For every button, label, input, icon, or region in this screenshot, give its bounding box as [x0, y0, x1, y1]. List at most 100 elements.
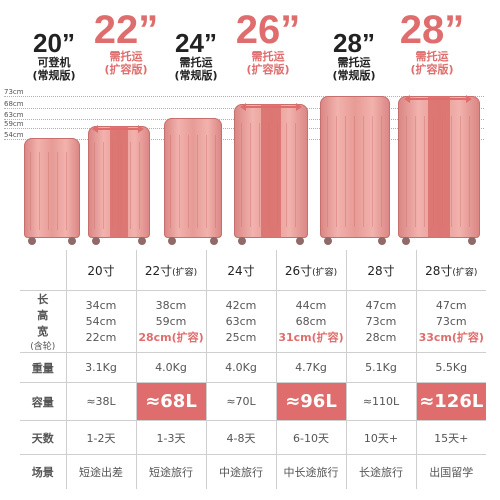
header-tag: (扩容)	[312, 267, 338, 278]
dims-cell: 42cm 63cm 25cm	[205, 290, 276, 353]
dim-height: 73cm	[365, 314, 397, 328]
dims-cell: 38cm 59cm 28cm(扩容)	[135, 290, 206, 353]
size-edition: (常规版)	[332, 69, 376, 82]
dim-height: 59cm	[155, 314, 187, 328]
ruler-label: 59cm	[4, 120, 24, 128]
header-cell: 24寸	[205, 250, 276, 291]
capacity-cell: ≈70L	[205, 382, 276, 421]
wheel-icon	[468, 237, 476, 245]
capacity-cell: ≈38L	[65, 382, 136, 421]
size-number: 24”	[175, 28, 217, 58]
size-note: 需托运	[179, 56, 213, 69]
table-row-dimensions: 长 高 宽 (含轮) 34cm 54cm 22cm 38cm 59cm 28cm(扩容)…	[20, 290, 486, 353]
size-number: 20”	[33, 28, 75, 58]
dim-label-width: 宽	[37, 325, 49, 338]
dim-height: 68cm	[295, 314, 327, 328]
wheel-icon	[138, 237, 146, 245]
ruler-line-73: 73cm	[4, 88, 484, 97]
scene-cell: 中长途旅行	[275, 454, 346, 489]
dim-length: 42cm	[225, 298, 257, 312]
header-label: 28寸	[367, 263, 395, 278]
table-row-scene: 场景 短途出差 短途旅行 中途旅行 中长途旅行 长途旅行 出国留学	[20, 454, 486, 489]
header-label: 20寸	[87, 263, 115, 278]
dim-height: 63cm	[225, 314, 257, 328]
header-cell: 20寸	[65, 250, 136, 291]
expand-arrow-icon	[240, 103, 302, 111]
table-row-weight: 重量 3.1Kg 4.0Kg 4.0Kg 4.7Kg 5.1Kg 5.5Kg	[20, 352, 486, 383]
ruler-label: 54cm	[4, 131, 24, 139]
suitcase-20	[24, 138, 80, 245]
suitcase-24	[164, 118, 222, 245]
wheel-icon	[168, 237, 176, 245]
row-label-capacity: 容量	[20, 382, 66, 421]
size-heading-26: 26” 需托运 (扩容版)	[232, 10, 304, 76]
dim-length: 44cm	[295, 298, 327, 312]
table-row-days: 天数 1-2天 1-3天 4-8天 6-10天 10天+ 15天+	[20, 420, 486, 455]
spec-table: 20寸 22寸(扩容) 24寸 26寸(扩容) 28寸 28寸(扩容) 长 高 …	[20, 250, 486, 489]
row-label-scene: 场景	[20, 454, 66, 489]
wheel-icon	[324, 237, 332, 245]
dim-width: 33cm(扩容)	[418, 330, 484, 344]
weight-cell: 3.1Kg	[65, 352, 136, 383]
suitcase-22	[88, 126, 150, 245]
size-note: 需托运	[251, 50, 285, 63]
row-label-weight: 重量	[20, 352, 66, 383]
weight-cell: 4.0Kg	[205, 352, 276, 383]
wheel-icon	[28, 237, 36, 245]
size-edition: (常规版)	[32, 69, 76, 82]
suitcase-28	[320, 96, 390, 245]
wheel-icon	[238, 237, 246, 245]
wheel-icon	[378, 237, 386, 245]
header-cell: 28寸(扩容)	[415, 250, 486, 291]
size-number: 28”	[399, 8, 465, 52]
dim-height: 54cm	[85, 314, 117, 328]
expansion-band	[427, 96, 451, 238]
ruler-label: 68cm	[4, 100, 24, 108]
dim-label-length: 长	[37, 293, 49, 306]
weight-cell: 5.5Kg	[415, 352, 486, 383]
size-note: 需托运	[337, 56, 371, 69]
row-label-days: 天数	[20, 420, 66, 455]
dim-width: 28cm(扩容)	[138, 330, 204, 344]
table-corner	[20, 250, 66, 291]
header-tag: (扩容)	[452, 267, 478, 278]
weight-cell: 4.0Kg	[135, 352, 206, 383]
size-number: 22”	[93, 8, 159, 52]
header-label: 28寸	[425, 263, 453, 278]
size-edition: (扩容版)	[104, 63, 148, 76]
size-edition: (扩容版)	[410, 63, 454, 76]
size-number: 28”	[333, 28, 375, 58]
scene-cell: 中途旅行	[205, 454, 276, 489]
size-heading-28-expanded: 28” 需托运 (扩容版)	[396, 10, 468, 76]
capacity-cell-highlight: ≈126L	[415, 382, 486, 421]
wheel-icon	[68, 237, 76, 245]
size-heading-20: 20” 可登机 (常规版)	[18, 18, 90, 82]
weight-cell: 4.7Kg	[275, 352, 346, 383]
header-cell: 26寸(扩容)	[275, 250, 346, 291]
dim-width: 25cm	[225, 330, 257, 344]
size-note: 可登机	[37, 56, 71, 69]
size-heading-24: 24” 需托运 (常规版)	[160, 18, 232, 82]
dim-height: 73cm	[435, 314, 467, 328]
expansion-band	[110, 126, 128, 238]
capacity-cell-highlight: ≈96L	[275, 382, 346, 421]
wheel-icon	[402, 237, 410, 245]
dims-cell: 47cm 73cm 33cm(扩容)	[415, 290, 486, 353]
size-heading-28: 28” 需托运 (常规版)	[318, 18, 390, 82]
header-cell: 22寸(扩容)	[135, 250, 206, 291]
size-number: 26”	[235, 8, 301, 52]
expansion-band	[260, 104, 282, 238]
weight-cell: 5.1Kg	[345, 352, 416, 383]
header-tag: (扩容)	[172, 267, 198, 278]
dims-cell: 47cm 73cm 28cm	[345, 290, 416, 353]
dim-length: 34cm	[85, 298, 117, 312]
header-cell: 28寸	[345, 250, 416, 291]
days-cell: 4-8天	[205, 420, 276, 455]
row-label-dimensions: 长 高 宽 (含轮)	[20, 290, 66, 353]
size-heading-22: 22” 需托运 (扩容版)	[90, 10, 162, 76]
dim-label-height: 高	[37, 309, 49, 322]
dims-cell: 34cm 54cm 22cm	[65, 290, 136, 353]
size-edition: (常规版)	[174, 69, 218, 82]
scene-cell: 短途旅行	[135, 454, 206, 489]
days-cell: 10天+	[345, 420, 416, 455]
